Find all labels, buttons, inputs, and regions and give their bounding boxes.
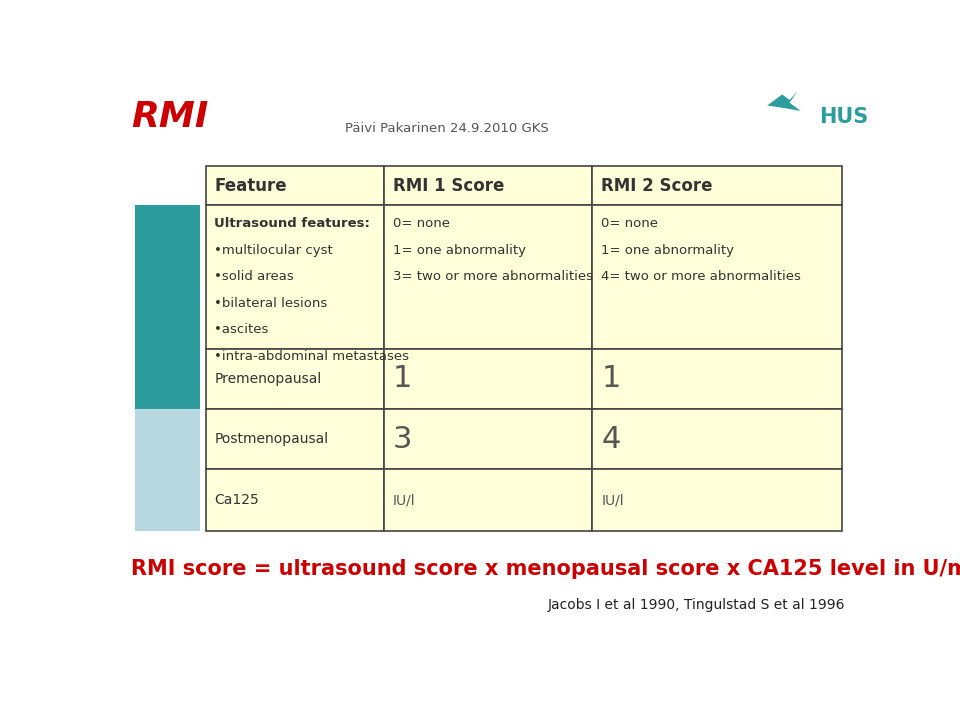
Polygon shape (767, 92, 801, 111)
Text: •multilocular cyst: •multilocular cyst (214, 243, 333, 257)
Text: 1= one abnormality: 1= one abnormality (393, 243, 526, 257)
Bar (592, 348, 842, 409)
Bar (384, 167, 592, 205)
Bar (592, 409, 842, 470)
Text: HUS: HUS (820, 106, 869, 126)
Text: •solid areas: •solid areas (214, 270, 294, 284)
Text: Ultrasound features:: Ultrasound features: (214, 217, 371, 230)
Bar (592, 470, 842, 531)
Text: RMI 1 Score: RMI 1 Score (393, 177, 504, 195)
Text: RMI score = ultrasound score x menopausal score x CA125 level in U/ml: RMI score = ultrasound score x menopausa… (132, 559, 960, 579)
Text: 3= two or more abnormalities: 3= two or more abnormalities (393, 270, 593, 284)
Text: 4= two or more abnormalities: 4= two or more abnormalities (601, 270, 802, 284)
Text: 1: 1 (601, 364, 621, 393)
Bar (384, 348, 592, 409)
Bar (205, 167, 384, 205)
Text: 4: 4 (601, 424, 621, 454)
Text: Ca125: Ca125 (214, 493, 259, 507)
Text: Päivi Pakarinen 24.9.2010 GKS: Päivi Pakarinen 24.9.2010 GKS (346, 122, 549, 135)
Bar (134, 409, 201, 531)
Text: RMI 2 Score: RMI 2 Score (601, 177, 713, 195)
Text: 0= none: 0= none (393, 217, 450, 230)
Bar (205, 348, 384, 409)
Bar (384, 205, 592, 348)
Bar (592, 205, 842, 348)
Bar (384, 409, 592, 470)
Bar (592, 167, 842, 205)
Bar (384, 470, 592, 531)
Text: Feature: Feature (214, 177, 287, 195)
Text: Postmenopausal: Postmenopausal (214, 432, 328, 446)
Text: •ascites: •ascites (214, 323, 269, 336)
Bar (134, 205, 201, 409)
Text: •intra-abdominal metastases: •intra-abdominal metastases (214, 350, 410, 363)
Text: IU/l: IU/l (601, 493, 624, 507)
Text: RMI: RMI (132, 100, 208, 134)
Bar (205, 205, 384, 348)
Text: 0= none: 0= none (601, 217, 659, 230)
Text: Jacobs I et al 1990, Tingulstad S et al 1996: Jacobs I et al 1990, Tingulstad S et al … (548, 597, 846, 612)
Text: 1= one abnormality: 1= one abnormality (601, 243, 734, 257)
Text: •bilateral lesions: •bilateral lesions (214, 297, 327, 309)
Bar (205, 409, 384, 470)
Bar (205, 470, 384, 531)
Text: 1: 1 (393, 364, 413, 393)
Text: Premenopausal: Premenopausal (214, 372, 322, 386)
Text: 3: 3 (393, 424, 413, 454)
Text: IU/l: IU/l (393, 493, 416, 507)
